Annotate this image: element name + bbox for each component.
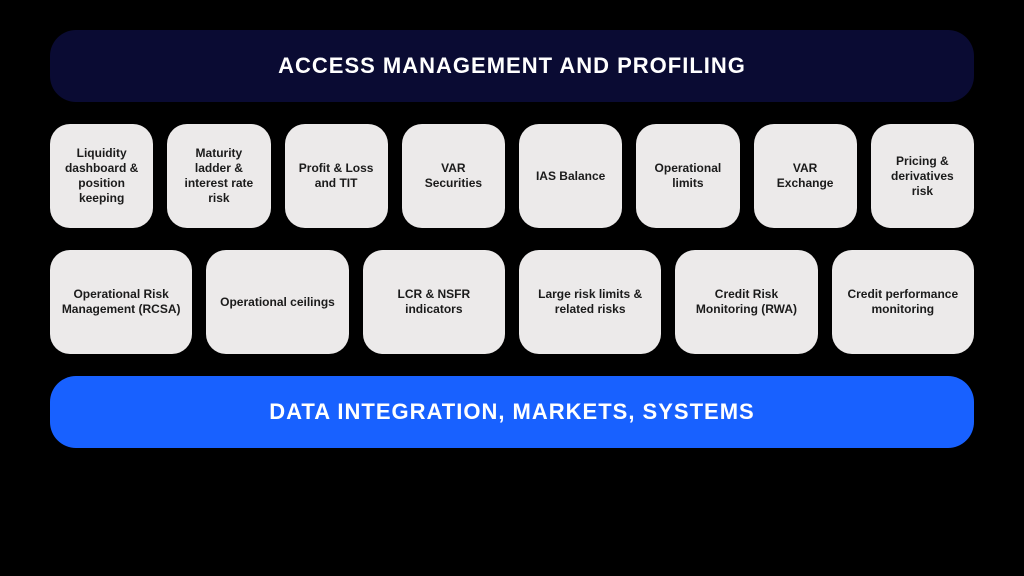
module-card: Maturity ladder & interest rate risk	[167, 124, 270, 228]
top-banner: ACCESS MANAGEMENT AND PROFILING	[50, 30, 974, 102]
card-row-2: Operational Risk Management (RCSA)Operat…	[50, 250, 974, 354]
module-card: Credit performance monitoring	[832, 250, 974, 354]
bottom-banner: DATA INTEGRATION, MARKETS, SYSTEMS	[50, 376, 974, 448]
module-card: Profit & Loss and TIT	[285, 124, 388, 228]
module-card: Operational ceilings	[206, 250, 348, 354]
module-card: Liquidity dashboard & position keeping	[50, 124, 153, 228]
module-card: Large risk limits & related risks	[519, 250, 661, 354]
module-card: Pricing & derivatives risk	[871, 124, 974, 228]
module-card: LCR & NSFR indicators	[363, 250, 505, 354]
module-card: Credit Risk Monitoring (RWA)	[675, 250, 817, 354]
module-card: IAS Balance	[519, 124, 622, 228]
module-card: Operational Risk Management (RCSA)	[50, 250, 192, 354]
card-row-1: Liquidity dashboard & position keepingMa…	[50, 124, 974, 228]
module-card: Operational limits	[636, 124, 739, 228]
module-card: VAR Securities	[402, 124, 505, 228]
module-card: VAR Exchange	[754, 124, 857, 228]
